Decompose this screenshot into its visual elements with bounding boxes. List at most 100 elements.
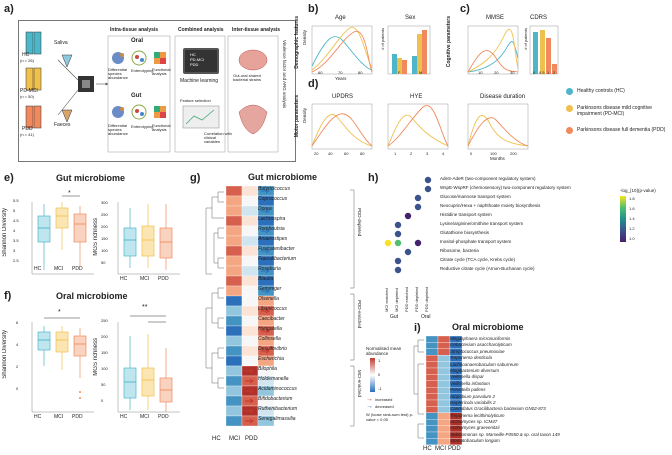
h-pathway-5: Lysine/arginine/ornithine transport syst…: [440, 221, 524, 226]
cohort-icons: [25, 31, 42, 129]
i-species-16: Stomatobaculum longum: [450, 438, 500, 444]
panel-f-left-yticks: 6 4 2 0: [16, 320, 30, 408]
g-species-15: Collinsella: [258, 336, 281, 342]
combined-pdmci: PD-MCI: [190, 57, 205, 62]
arrow-right-icon: [261, 228, 270, 234]
heatmap-cell: [225, 205, 243, 217]
heatmap-cell: [225, 185, 243, 197]
heatmap-cell: [241, 235, 259, 247]
panel-f-sig2: **: [142, 304, 148, 311]
h-pathway-8: Ribosome, bacteria: [440, 248, 479, 253]
study-design-diagram: [25, 31, 279, 153]
g-legend-inc-label: increased: [375, 397, 393, 402]
legend-pdd-swatch: [566, 127, 573, 134]
faeces-label: Faeces: [54, 122, 71, 128]
g-group-mci-enriched: MCI-enriched: [357, 370, 362, 398]
heatmap-cell: [437, 355, 451, 362]
h-legend-grad-wrap: 1.8 1.6 1.4 1.2 1.0: [620, 196, 670, 244]
heatmap-cell: [241, 305, 259, 317]
heatmap-cell: [225, 285, 243, 297]
cdrs-tick-1: 0: [533, 70, 536, 75]
pathway-dot: [394, 230, 402, 238]
mmse-tick-3: 30: [510, 70, 515, 75]
g-legend-dec: → decreased: [366, 403, 420, 410]
panel-f-right-yticks: 250 200 150 100 50 0: [101, 318, 119, 414]
cdrs-ylabel: # of patients: [523, 28, 528, 50]
heatmap-cell: [225, 405, 243, 417]
h-legend-t1: 1.6: [629, 206, 635, 211]
f-rt-5: 0: [101, 398, 104, 403]
panel-f-rx-hc: HC: [120, 414, 128, 420]
g-group-pdd-depleted: PDD-depleted: [357, 208, 362, 237]
sample-tubes: [57, 54, 109, 123]
arrow-right-icon: [261, 248, 270, 254]
f-lt-2: 2: [16, 364, 19, 369]
heatmap-cell: [241, 185, 259, 197]
group-hc-n: (n = 26): [20, 58, 34, 63]
g-species-6: Fusicatenibacter: [258, 246, 295, 252]
pathway-dot: [414, 203, 422, 211]
heatmap-cell: [449, 438, 463, 445]
heatmap-cells: [225, 185, 275, 427]
g-species-8: Roseburia: [258, 266, 281, 272]
heatmap-cell: [225, 235, 243, 247]
cdrs-tick-3: 1: [547, 70, 550, 75]
panel-e-sig: *: [68, 190, 71, 197]
panel-i-title: Oral microbiome: [452, 322, 524, 332]
panel-d-label: d): [308, 78, 319, 90]
heatmap-cell: [241, 275, 259, 287]
heatmap-cell: [225, 415, 243, 427]
hye-tick-1: 1: [394, 151, 397, 156]
h-pathway-10: Reductive citrate cycle (Arnon-Buchanan …: [440, 266, 535, 271]
h-legend-t4: 1.0: [629, 236, 635, 241]
heatmap-cell: [225, 305, 243, 317]
g-x-mci: MCI: [229, 436, 240, 442]
heatmap-cell: [437, 406, 451, 413]
g-species-12: Libanicoccus: [258, 306, 287, 312]
g-species-23: Senegalimassilia: [258, 416, 296, 422]
e-rt-3: 150: [101, 236, 108, 241]
heatmap-cell: [425, 438, 439, 445]
arrow-right-icon: [261, 208, 270, 214]
heatmap-cell: [241, 355, 259, 367]
g-species-1: Coprococcus: [258, 196, 288, 202]
h-tissue-gut: Gut: [390, 314, 399, 320]
group-legend: Healthy controls (HC) Parkinsons disease…: [566, 88, 670, 134]
ml-label: Machine learning: [180, 78, 219, 84]
g-species-20: Acidaminococcus: [258, 386, 297, 392]
updrs-tick-3: 60: [344, 151, 349, 156]
cdrs-tick-4: 2: [553, 70, 556, 75]
heatmap-cell: [437, 399, 451, 407]
heatmap-cell: [225, 275, 243, 287]
h-tissue-oral: Oral: [421, 314, 431, 320]
heatmap-cell: [425, 355, 439, 362]
i-species-0: Megasphaera micronuciformis: [450, 336, 511, 341]
updrs-tick-4: 80: [360, 151, 365, 156]
legend-hc: Healthy controls (HC): [566, 88, 670, 95]
panel-h-dotplot: [384, 176, 432, 274]
panel-f-x-mci: MCI: [54, 414, 64, 420]
hye-tick-4: 4: [442, 151, 445, 156]
heatmap-cell: [425, 380, 439, 388]
i-species-6: Veillonella dispar: [450, 374, 484, 380]
g-group-pdd-enriched: PDD-enriched: [357, 300, 362, 329]
e-lt-6: 2.5: [13, 258, 19, 263]
legend-mci-swatch: [566, 105, 573, 112]
f-lt-1: 4: [16, 342, 19, 347]
i-species-9: Atopobium parvulum 2: [450, 393, 496, 399]
heatmap-cell: [437, 348, 451, 356]
i-species-1: Oribacterium asaccharolyticum: [450, 342, 512, 348]
e-lt-5: 3: [13, 248, 16, 253]
arrow-right-icon: [245, 368, 254, 374]
combined-pdd: PDD: [190, 62, 199, 67]
g-legend-gradient-wrap: 1 0 -1: [366, 358, 420, 394]
legend-hc-swatch: [566, 88, 573, 95]
heatmap-cell: [425, 361, 439, 369]
virulence-label: Virulence factor and ARG analysis: [282, 40, 287, 109]
heatmap-cell: [257, 415, 275, 427]
i-heatmap-cells: [425, 335, 463, 445]
panel-e-title: Gut microbiome: [56, 173, 126, 183]
heatmap-cell: [425, 399, 439, 407]
panel-c-label: c): [460, 3, 470, 15]
heatmap-cell: [225, 335, 243, 347]
